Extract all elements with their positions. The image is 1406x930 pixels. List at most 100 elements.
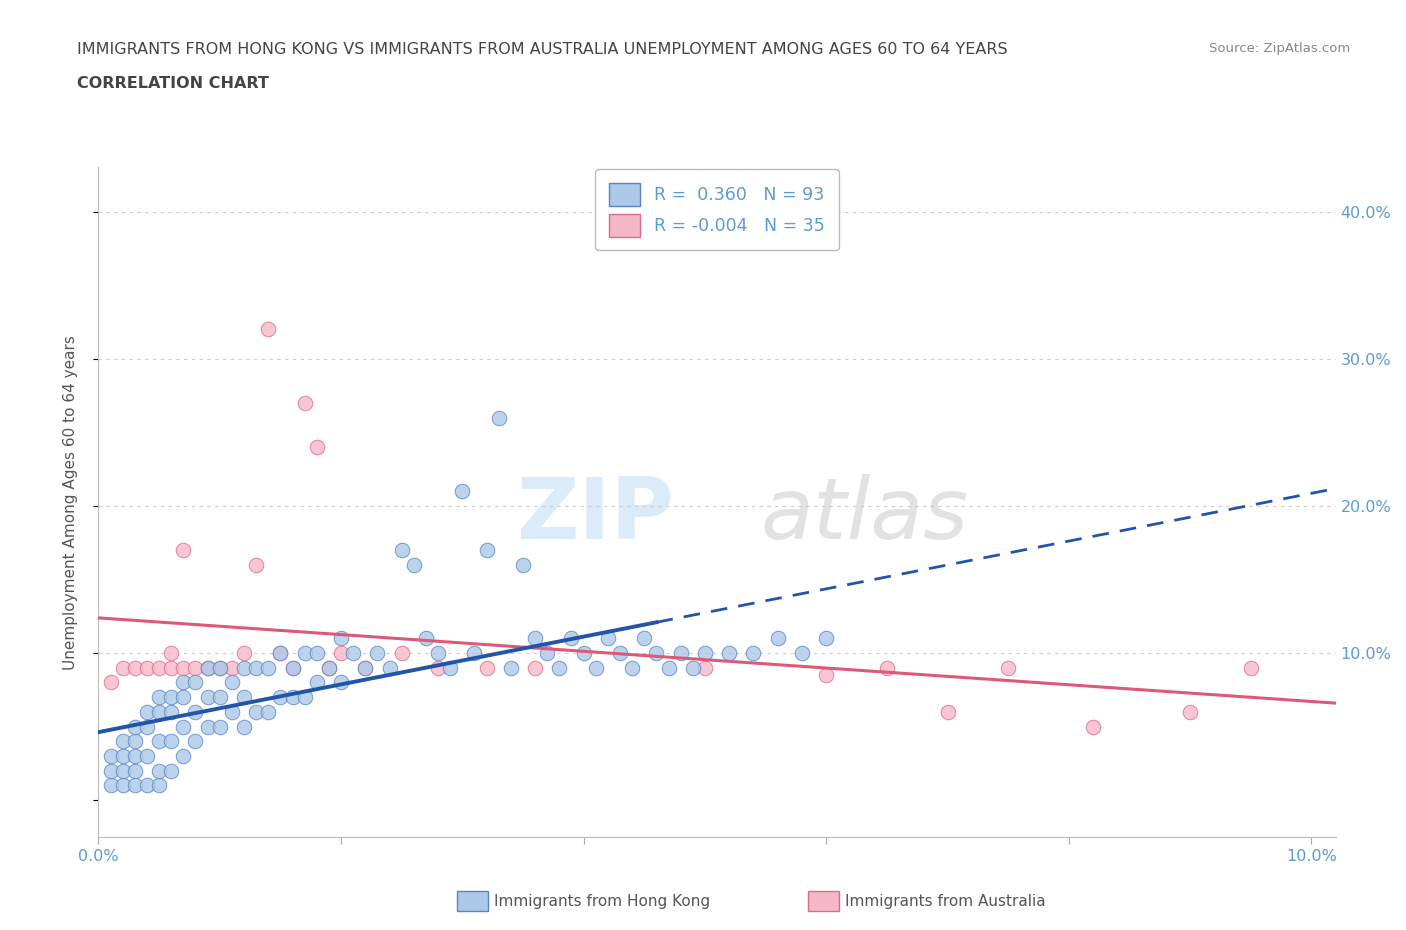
Point bbox=[645, 645, 668, 660]
Point bbox=[815, 668, 838, 683]
Text: IMMIGRANTS FROM HONG KONG VS IMMIGRANTS FROM AUSTRALIA UNEMPLOYMENT AMONG AGES 6: IMMIGRANTS FROM HONG KONG VS IMMIGRANTS … bbox=[77, 42, 1008, 57]
Point bbox=[111, 778, 134, 793]
Point bbox=[354, 660, 377, 675]
Point bbox=[330, 675, 353, 690]
Point bbox=[136, 778, 159, 793]
Point bbox=[524, 660, 547, 675]
Point bbox=[233, 690, 256, 705]
Point bbox=[657, 660, 679, 675]
Point bbox=[560, 631, 582, 645]
Point bbox=[318, 660, 340, 675]
Point bbox=[402, 557, 425, 572]
Point bbox=[233, 719, 256, 734]
Point bbox=[124, 660, 146, 675]
Point bbox=[172, 749, 194, 764]
Point bbox=[693, 645, 716, 660]
Point bbox=[815, 631, 838, 645]
Point bbox=[111, 660, 134, 675]
Point bbox=[184, 704, 207, 719]
Y-axis label: Unemployment Among Ages 60 to 64 years: Unemployment Among Ages 60 to 64 years bbox=[63, 335, 77, 670]
Text: Immigrants from Australia: Immigrants from Australia bbox=[845, 894, 1046, 909]
Point bbox=[281, 660, 304, 675]
Point bbox=[148, 764, 170, 778]
Point bbox=[790, 645, 813, 660]
Point bbox=[148, 660, 170, 675]
Point bbox=[742, 645, 765, 660]
Point bbox=[245, 660, 267, 675]
Text: ZIP: ZIP bbox=[516, 474, 673, 557]
Point bbox=[633, 631, 655, 645]
Point bbox=[111, 734, 134, 749]
Point bbox=[451, 484, 474, 498]
Point bbox=[463, 645, 485, 660]
Point bbox=[124, 764, 146, 778]
Point bbox=[475, 660, 498, 675]
Point bbox=[305, 645, 328, 660]
Point bbox=[233, 645, 256, 660]
Point bbox=[585, 660, 607, 675]
Point bbox=[197, 660, 219, 675]
Point bbox=[208, 660, 231, 675]
Point bbox=[197, 660, 219, 675]
Point bbox=[184, 734, 207, 749]
Point bbox=[269, 645, 291, 660]
Point bbox=[124, 778, 146, 793]
Point bbox=[294, 395, 316, 410]
Point bbox=[427, 660, 450, 675]
Point bbox=[100, 778, 122, 793]
Point bbox=[1178, 704, 1201, 719]
Point bbox=[160, 764, 183, 778]
Point bbox=[682, 660, 704, 675]
Point bbox=[548, 660, 571, 675]
Text: Immigrants from Hong Kong: Immigrants from Hong Kong bbox=[494, 894, 710, 909]
Point bbox=[269, 645, 291, 660]
Point bbox=[160, 734, 183, 749]
Point bbox=[294, 645, 316, 660]
Point bbox=[354, 660, 377, 675]
Point bbox=[596, 631, 619, 645]
Point bbox=[148, 690, 170, 705]
Point bbox=[208, 690, 231, 705]
Point bbox=[281, 660, 304, 675]
Point bbox=[415, 631, 437, 645]
Point bbox=[197, 719, 219, 734]
Point bbox=[439, 660, 461, 675]
Point bbox=[100, 675, 122, 690]
Point bbox=[221, 660, 243, 675]
Point bbox=[391, 542, 413, 557]
Point bbox=[160, 704, 183, 719]
Point bbox=[512, 557, 534, 572]
Point bbox=[172, 719, 194, 734]
Point bbox=[221, 675, 243, 690]
Point bbox=[281, 690, 304, 705]
Point bbox=[330, 631, 353, 645]
Point bbox=[148, 778, 170, 793]
Point bbox=[160, 645, 183, 660]
Point bbox=[111, 749, 134, 764]
Point bbox=[997, 660, 1019, 675]
Point bbox=[1081, 719, 1104, 734]
Point bbox=[184, 660, 207, 675]
Point bbox=[124, 749, 146, 764]
Point bbox=[488, 410, 510, 425]
Point bbox=[257, 322, 280, 337]
Point bbox=[524, 631, 547, 645]
Point bbox=[124, 734, 146, 749]
Point bbox=[330, 645, 353, 660]
Point bbox=[245, 704, 267, 719]
Point bbox=[305, 675, 328, 690]
Point bbox=[766, 631, 789, 645]
Point bbox=[136, 749, 159, 764]
Text: Source: ZipAtlas.com: Source: ZipAtlas.com bbox=[1209, 42, 1350, 55]
Legend: R =  0.360   N = 93, R = -0.004   N = 35: R = 0.360 N = 93, R = -0.004 N = 35 bbox=[595, 169, 839, 250]
Point bbox=[233, 660, 256, 675]
Point bbox=[245, 557, 267, 572]
Point bbox=[876, 660, 898, 675]
Point bbox=[208, 719, 231, 734]
Point bbox=[305, 440, 328, 455]
Point bbox=[100, 764, 122, 778]
Point bbox=[136, 660, 159, 675]
Text: atlas: atlas bbox=[761, 474, 969, 557]
Point bbox=[136, 719, 159, 734]
Text: CORRELATION CHART: CORRELATION CHART bbox=[77, 76, 269, 91]
